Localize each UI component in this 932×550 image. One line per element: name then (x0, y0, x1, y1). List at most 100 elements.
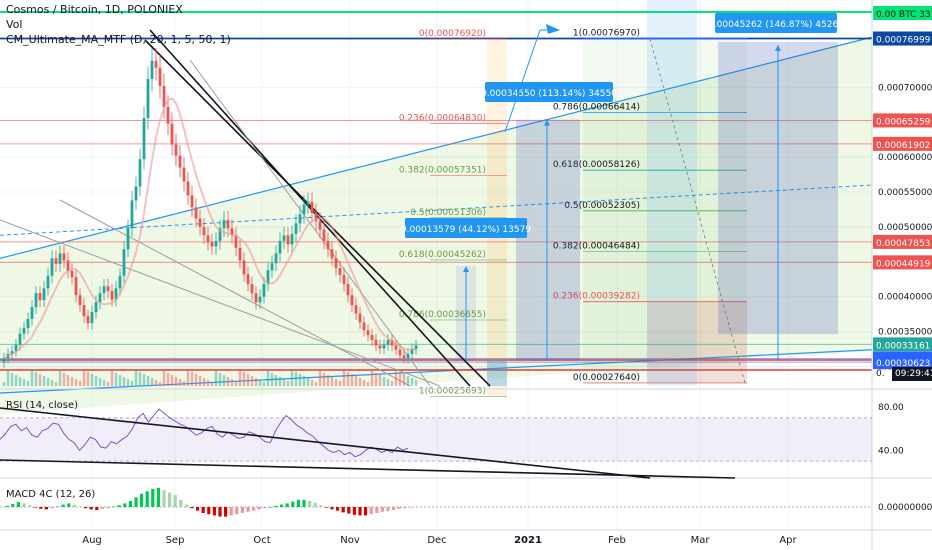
volume-bar (350, 374, 354, 386)
volume-bar (34, 372, 38, 386)
y-axis-tick: 0.00035000 (878, 328, 932, 338)
candle-body (230, 228, 234, 236)
macd-bar (72, 504, 76, 507)
volume-bar (378, 375, 382, 386)
candle-body (402, 355, 406, 359)
time-band-2 (487, 360, 507, 386)
candle-body (198, 218, 202, 227)
candle-body (90, 312, 94, 324)
candle-body (10, 351, 14, 354)
macd-bar (274, 505, 278, 507)
candle-body (110, 291, 114, 300)
volume-bar (10, 373, 14, 386)
fib-right-label: 0.786(0.00066414) (553, 102, 640, 112)
macd-bar (240, 507, 244, 513)
price-tag (873, 31, 932, 46)
macd-bar (100, 507, 104, 509)
macd-bar (106, 507, 110, 509)
fib-left-label: 0.236(0.00064830) (399, 113, 486, 123)
volume-bar (106, 382, 110, 386)
candle-body (126, 228, 130, 250)
candle-body (306, 201, 310, 205)
volume-bar (194, 374, 198, 386)
volume-bar (218, 373, 222, 386)
candle-body (58, 253, 62, 264)
price-tag-text: 0.00076999 (876, 36, 931, 46)
volume-bar (338, 381, 342, 386)
candle-body (394, 345, 398, 350)
volume-bar (70, 377, 74, 386)
volume-bar (78, 381, 82, 386)
price-tag-text: 0.00044919 (876, 259, 931, 269)
macd-bar (296, 499, 300, 507)
volume-bar (166, 373, 170, 386)
macd-bar (324, 507, 328, 508)
volume-bar (342, 370, 346, 386)
candle-body (106, 286, 110, 292)
candle-body (146, 78, 150, 119)
candle-body (350, 295, 354, 306)
candle-body (42, 288, 46, 301)
volume-bar (366, 382, 370, 386)
candle-body (366, 330, 370, 336)
volume-bar (54, 382, 58, 386)
macd-bar (364, 507, 368, 516)
candle-body (86, 316, 90, 324)
candle-body (370, 335, 374, 340)
candle-body (246, 274, 250, 285)
candle-body (362, 322, 366, 331)
candle-body (158, 67, 162, 86)
macd-bar (386, 507, 390, 512)
macd-bar (128, 501, 132, 507)
volume-bar (98, 378, 102, 386)
measure-box-2 (516, 119, 580, 361)
volume-bar (2, 382, 6, 386)
macd-bar (291, 501, 295, 507)
rsi-trendline-upper (0, 407, 651, 479)
volume-bar (274, 375, 278, 386)
volume-bar (58, 371, 62, 386)
candle-body (266, 270, 270, 285)
candle-body (338, 268, 342, 276)
candle-body (302, 204, 306, 215)
price-tag (873, 113, 932, 128)
volume-bar (30, 370, 34, 386)
small-price-tag-text: 0. (876, 369, 885, 379)
macd-bar (212, 507, 216, 516)
descending-trendline (149, 29, 471, 387)
volume-bar (374, 373, 378, 386)
volume-bar (414, 380, 418, 386)
volume-bar (66, 375, 70, 386)
candle-body (130, 200, 134, 229)
volume-bar (382, 377, 386, 386)
candle-body (46, 275, 50, 289)
volume-bar (82, 370, 86, 386)
macd-bar (5, 505, 9, 507)
candle-body (262, 284, 266, 297)
candle-body (178, 155, 182, 168)
candle-body (210, 242, 214, 247)
macd-bar (397, 507, 401, 509)
volume-bar (178, 379, 182, 386)
macd-bar (380, 507, 384, 512)
volume-bar (42, 376, 46, 386)
y-axis-tick: 0.00050000 (878, 223, 932, 233)
volume-bar (262, 382, 266, 386)
volume-bar (246, 374, 250, 386)
fib-left-label: 0.5(0.00051306) (410, 208, 486, 218)
volume-bar (158, 382, 162, 386)
x-axis-label: Dec (427, 535, 446, 546)
volume-bar (386, 379, 390, 386)
volume-bar (146, 376, 150, 386)
volume-bar (298, 374, 302, 386)
y-axis-tick: 0.00060000 (878, 153, 932, 163)
candle-body (190, 195, 194, 208)
volume-bar (390, 381, 394, 386)
candle-body (386, 339, 390, 345)
rsi-tick: 40.00 (878, 446, 904, 456)
x-axis-label: Oct (253, 535, 270, 546)
volume-bar (170, 375, 174, 386)
countdown-clock: 09:29:41 (892, 367, 932, 381)
top-price-tag (873, 6, 932, 20)
